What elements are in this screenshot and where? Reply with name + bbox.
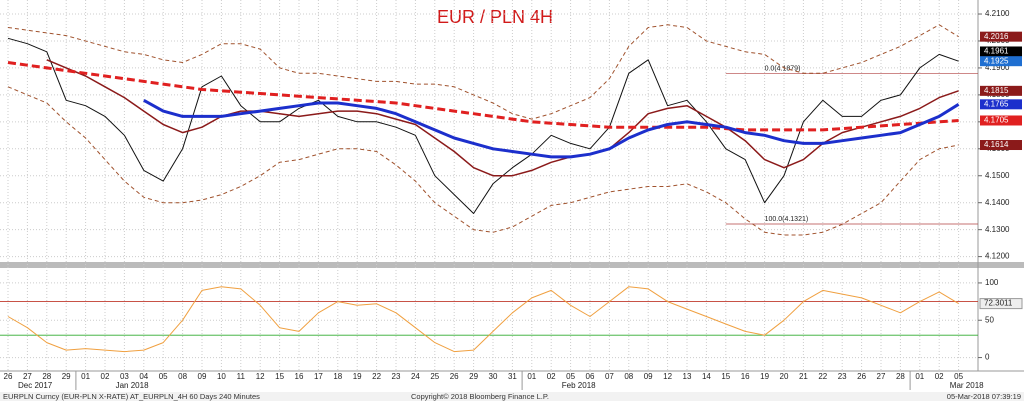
y-tick-label: 4.1900 xyxy=(985,63,1010,72)
x-tick-label: 07 xyxy=(605,372,614,381)
x-tick-label: 25 xyxy=(430,372,439,381)
x-tick-label: 01 xyxy=(527,372,536,381)
month-label: Feb 2018 xyxy=(562,381,596,390)
x-tick-label: 27 xyxy=(877,372,886,381)
footer-center: Copyright© 2018 Bloomberg Finance L.P. xyxy=(411,392,549,401)
x-tick-label: 12 xyxy=(256,372,265,381)
price-tag xyxy=(980,46,1022,57)
x-tick-label: 02 xyxy=(935,372,944,381)
price-tag xyxy=(980,140,1022,151)
x-tick-label: 14 xyxy=(702,372,711,381)
x-tick-label: 01 xyxy=(81,372,90,381)
x-tick-label: 08 xyxy=(624,372,633,381)
x-tick-label: 21 xyxy=(799,372,808,381)
x-tick-label: 22 xyxy=(372,372,381,381)
x-tick-label: 04 xyxy=(139,372,148,381)
month-label: Mar 2018 xyxy=(950,381,984,390)
price-tag-label: 4.1815 xyxy=(984,86,1009,95)
series-line xyxy=(7,86,959,236)
x-tick-label: 19 xyxy=(353,372,362,381)
series-line xyxy=(7,24,959,120)
x-tick-label: 16 xyxy=(295,372,304,381)
price-tag-label: 4.1765 xyxy=(984,99,1009,108)
y-tick-label: 4.2100 xyxy=(985,9,1010,18)
series-line xyxy=(7,61,959,132)
x-tick-label: 23 xyxy=(392,372,401,381)
x-tick-label: 28 xyxy=(896,372,905,381)
month-label: Jan 2018 xyxy=(116,381,149,390)
x-tick-label: 09 xyxy=(198,372,207,381)
price-tag-label: 4.1961 xyxy=(984,47,1009,56)
x-tick-label: 10 xyxy=(217,372,226,381)
y-tick-label: 0 xyxy=(985,353,990,362)
footer-right: 05-Mar-2018 07:39:19 xyxy=(947,392,1021,401)
x-tick-label: 26 xyxy=(857,372,866,381)
x-tick-label: 13 xyxy=(683,372,692,381)
y-tick-label: 4.1200 xyxy=(985,252,1010,261)
x-tick-label: 05 xyxy=(159,372,168,381)
price-tag-label: 4.2016 xyxy=(984,32,1009,41)
value-tag xyxy=(979,298,1023,310)
x-tick-label: 27 xyxy=(23,372,32,381)
x-tick-label: 20 xyxy=(780,372,789,381)
x-tick-label: 26 xyxy=(4,372,13,381)
fib-label: 100.0(4.1321) xyxy=(765,216,809,223)
month-label: Dec 2017 xyxy=(18,381,53,390)
price-tag xyxy=(980,115,1022,126)
x-tick-label: 03 xyxy=(120,372,129,381)
x-tick-label: 06 xyxy=(586,372,595,381)
chart-title: EUR / PLN 4H xyxy=(437,7,553,27)
series-line xyxy=(7,286,959,353)
x-tick-label: 09 xyxy=(644,372,653,381)
fib-label: 0.0(4.1879) xyxy=(765,65,801,72)
x-tick-label: 12 xyxy=(663,372,672,381)
price-tag xyxy=(980,31,1022,42)
price-tag-label: 4.1705 xyxy=(984,116,1009,125)
price-tag xyxy=(980,56,1022,67)
value-tag-label: 72.3011 xyxy=(984,299,1013,308)
footer-bar xyxy=(0,392,1024,401)
price-tag xyxy=(980,85,1022,96)
x-tick-label: 26 xyxy=(450,372,459,381)
x-tick-label: 31 xyxy=(508,372,517,381)
y-tick-label: 4.1400 xyxy=(985,198,1010,207)
price-tag-label: 4.1925 xyxy=(984,56,1009,65)
x-tick-label: 29 xyxy=(469,372,478,381)
x-tick-label: 15 xyxy=(721,372,730,381)
x-tick-label: 17 xyxy=(314,372,323,381)
x-tick-label: 16 xyxy=(741,372,750,381)
y-tick-label: 4.1500 xyxy=(985,171,1010,180)
x-tick-label: 05 xyxy=(566,372,575,381)
y-tick-label: 100 xyxy=(985,278,999,287)
x-tick-label: 28 xyxy=(42,372,51,381)
x-tick-label: 23 xyxy=(838,372,847,381)
y-tick-label: 4.1300 xyxy=(985,225,1010,234)
x-tick-label: 02 xyxy=(101,372,110,381)
x-tick-label: 08 xyxy=(178,372,187,381)
series-line xyxy=(46,59,959,177)
x-tick-label: 22 xyxy=(818,372,827,381)
x-tick-label: 02 xyxy=(547,372,556,381)
x-tick-label: 18 xyxy=(333,372,342,381)
x-tick-label: 19 xyxy=(760,372,769,381)
series-line xyxy=(143,98,960,159)
x-tick-label: 05 xyxy=(954,372,963,381)
price-tag-label: 4.1614 xyxy=(984,140,1009,149)
x-tick-label: 15 xyxy=(275,372,284,381)
y-tick-label: 50 xyxy=(985,315,994,324)
x-tick-label: 01 xyxy=(915,372,924,381)
footer-left: EURPLN Curncy (EUR-PLN X-RATE) AT_EURPLN… xyxy=(3,392,260,401)
x-tick-label: 29 xyxy=(62,372,71,381)
price-tag xyxy=(980,99,1022,110)
x-tick-label: 11 xyxy=(237,372,246,381)
x-tick-label: 30 xyxy=(489,372,498,381)
x-tick-label: 24 xyxy=(411,372,420,381)
